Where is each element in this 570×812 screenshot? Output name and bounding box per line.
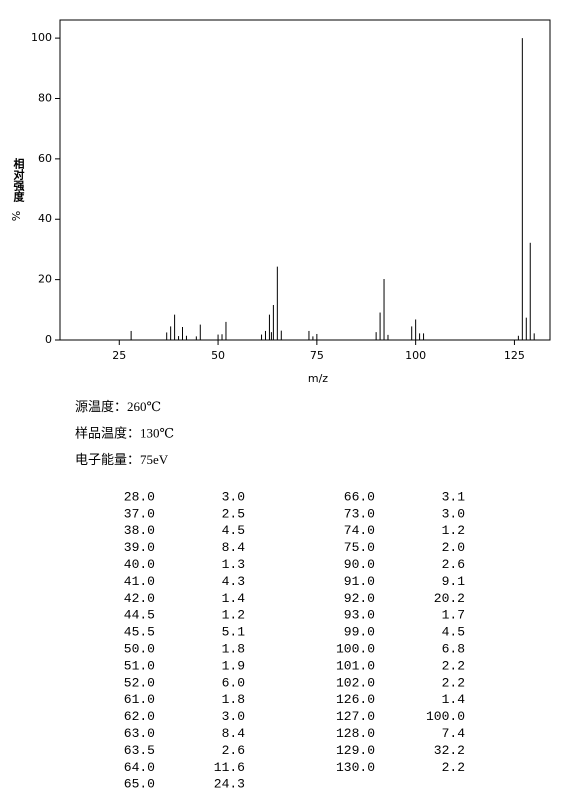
y-tick-label: 20 [38,273,52,286]
y-axis-unit: % [10,211,23,221]
y-tick-label: 60 [38,152,52,165]
intensity-cell: 3.0 [222,489,245,504]
mz-cell: 91.0 [344,574,375,589]
mz-cell: 52.0 [124,675,155,690]
mz-cell: 50.0 [124,642,155,657]
mz-cell: 64.0 [124,760,155,775]
intensity-cell: 1.2 [442,523,465,538]
mz-cell: 45.5 [124,625,155,640]
mz-cell: 90.0 [344,557,375,572]
plot-frame [59,19,551,341]
mz-cell: 37.0 [124,506,155,521]
intensity-cell: 8.4 [222,540,246,555]
mz-cell: 102.0 [336,675,375,690]
intensity-cell: 4.3 [222,574,245,589]
mz-cell: 126.0 [336,692,375,707]
x-tick-label: 75 [310,349,324,362]
mz-cell: 63.5 [124,743,155,758]
intensity-cell: 7.4 [442,726,466,741]
mz-cell: 51.0 [124,658,155,673]
mz-cell: 128.0 [336,726,375,741]
mz-cell: 130.0 [336,760,375,775]
intensity-cell: 3.0 [222,709,245,724]
mz-cell: 62.0 [124,709,155,724]
mz-cell: 99.0 [344,625,375,640]
intensity-cell: 6.0 [222,675,245,690]
x-tick-label: 25 [112,349,126,362]
intensity-cell: 3.0 [442,506,465,521]
intensity-cell: 4.5 [442,625,465,640]
mz-cell: 75.0 [344,540,375,555]
mz-cell: 40.0 [124,557,155,572]
intensity-cell: 2.5 [222,506,245,521]
mz-cell: 127.0 [336,709,375,724]
mz-cell: 28.0 [124,489,155,504]
intensity-cell: 1.8 [222,692,245,707]
intensity-cell: 1.9 [222,658,245,673]
intensity-cell: 5.1 [222,625,246,640]
mz-cell: 38.0 [124,523,155,538]
mz-cell: 41.0 [124,574,155,589]
intensity-cell: 1.4 [442,692,466,707]
mz-cell: 101.0 [336,658,375,673]
x-tick-label: 50 [211,349,225,362]
mz-cell: 93.0 [344,608,375,623]
intensity-cell: 2.6 [222,743,245,758]
mz-cell: 74.0 [344,523,375,538]
y-tick-label: 100 [31,31,52,44]
mz-cell: 129.0 [336,743,375,758]
mz-cell: 61.0 [124,692,155,707]
x-tick-label: 100 [405,349,426,362]
x-tick-label: 125 [504,349,525,362]
mz-cell: 42.0 [124,591,155,606]
intensity-cell: 24.3 [214,777,245,792]
mz-cell: 100.0 [336,642,375,657]
y-axis-label: 相对强度 [12,157,25,203]
intensity-cell: 1.4 [222,591,246,606]
intensity-cell: 100.0 [426,709,465,724]
intensity-cell: 1.8 [222,642,245,657]
intensity-cell: 2.2 [442,675,465,690]
intensity-cell: 4.5 [222,523,245,538]
mz-cell: 92.0 [344,591,375,606]
info-line: 源温度：260℃ [75,399,161,414]
x-axis-label: m/z [308,372,328,385]
intensity-cell: 2.2 [442,760,465,775]
mz-cell: 73.0 [344,506,375,521]
info-line: 样品温度：130℃ [75,425,174,440]
mz-cell: 39.0 [124,540,155,555]
intensity-cell: 1.3 [222,557,245,572]
info-line: 电子能量：75eV [75,452,169,467]
intensity-cell: 3.1 [442,489,466,504]
y-tick-label: 80 [38,91,52,104]
intensity-cell: 1.2 [222,608,245,623]
y-tick-label: 40 [38,212,52,225]
intensity-cell: 1.7 [442,608,465,623]
intensity-cell: 2.6 [442,557,465,572]
intensity-cell: 8.4 [222,726,246,741]
intensity-cell: 9.1 [442,574,466,589]
intensity-cell: 2.2 [442,658,465,673]
y-tick-label: 0 [45,333,52,346]
intensity-cell: 2.0 [442,540,465,555]
intensity-cell: 6.8 [442,642,465,657]
mz-cell: 63.0 [124,726,155,741]
mz-cell: 66.0 [344,489,375,504]
intensity-cell: 20.2 [434,591,465,606]
intensity-cell: 11.6 [214,760,245,775]
intensity-cell: 32.2 [434,743,465,758]
mz-cell: 44.5 [124,608,155,623]
mz-cell: 65.0 [124,777,155,792]
